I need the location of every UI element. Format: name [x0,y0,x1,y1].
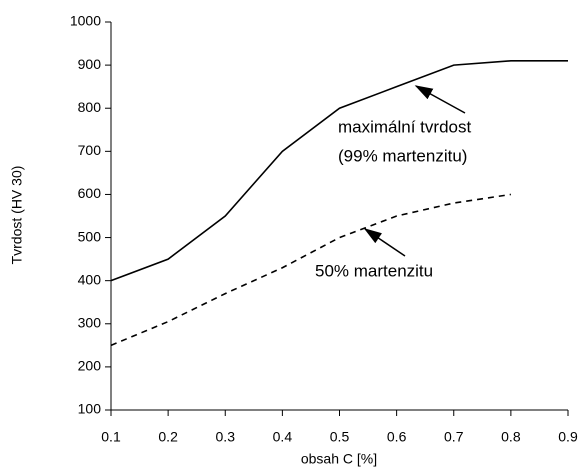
y-tick-label: 1000 [70,13,101,29]
y-axis-label: Tvrdost (HV 30) [9,166,25,265]
arrow [363,228,406,257]
x-tick-label: 0.3 [216,429,236,445]
y-tick-label: 200 [78,358,102,374]
x-tick-label: 0.7 [444,429,464,445]
x-tick-label: 0.4 [273,429,293,445]
y-tick-label: 600 [78,185,102,201]
x-tick-label: 0.1 [101,429,121,445]
x-tick-label: 0.5 [330,429,350,445]
y-tick-label: 500 [78,228,102,244]
y-tick-label: 800 [78,99,102,115]
annotation: 50% martenzitu [315,261,433,280]
y-tick-label: 300 [78,314,102,330]
line-series [110,60,568,282]
annotation: (99% martenzitu) [338,146,467,165]
arrow [414,85,466,114]
line-series [110,193,511,347]
y-tick-label: 400 [78,271,102,287]
x-tick-label: 0.8 [501,429,521,445]
annotation: maximální tvrdost [338,117,471,136]
y-tick-label: 900 [78,56,102,72]
x-tick-label: 0.9 [558,429,578,445]
y-tick-label: 700 [78,142,102,158]
y-tick-label: 100 [78,401,102,417]
x-axis-label: obsah C [%] [301,451,377,467]
x-tick-label: 0.2 [158,429,178,445]
x-tick-label: 0.6 [387,429,407,445]
